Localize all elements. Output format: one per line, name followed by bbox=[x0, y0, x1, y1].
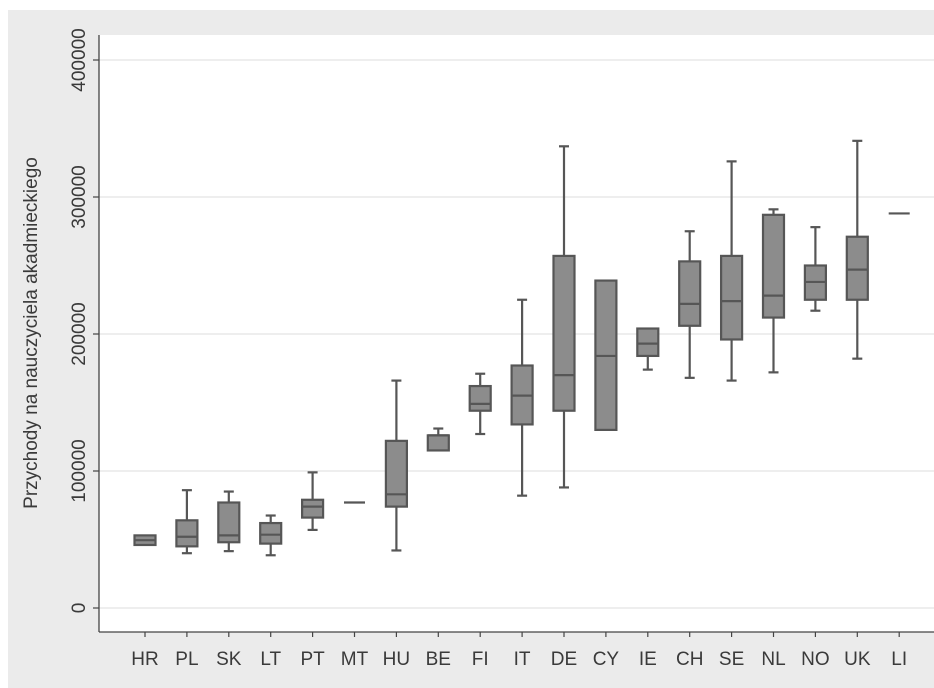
x-tick-label: NO bbox=[801, 649, 830, 670]
box-iqr bbox=[552, 254, 576, 412]
box-cy bbox=[594, 279, 618, 432]
box-sk bbox=[217, 490, 241, 553]
box-hu bbox=[384, 379, 408, 552]
y-axis-ticks: 0 100000 200000 300000 400000 bbox=[69, 28, 99, 613]
x-tick-label: NL bbox=[761, 649, 785, 670]
box-it bbox=[510, 298, 534, 497]
box-iqr bbox=[301, 498, 325, 519]
y-tick-label: 400000 bbox=[69, 28, 90, 91]
box-iqr bbox=[175, 519, 199, 548]
box-fi bbox=[468, 372, 492, 436]
x-tick-label: IE bbox=[639, 649, 657, 670]
box-uk bbox=[845, 139, 869, 360]
x-tick-label: FI bbox=[472, 649, 489, 670]
box-iqr bbox=[678, 260, 702, 327]
box-se bbox=[719, 160, 744, 382]
box-iqr bbox=[761, 213, 786, 319]
box-no bbox=[803, 226, 828, 312]
x-tick-label: UK bbox=[844, 649, 871, 670]
x-tick-label: MT bbox=[341, 649, 369, 670]
box-iqr bbox=[384, 439, 408, 508]
box-iqr bbox=[636, 327, 660, 358]
box-iqr bbox=[468, 384, 492, 412]
y-tick-label: 200000 bbox=[69, 302, 90, 365]
box-iqr bbox=[217, 501, 241, 544]
gridlines bbox=[99, 59, 934, 609]
x-tick-label: SE bbox=[719, 649, 744, 670]
box-ch bbox=[678, 230, 702, 379]
box-iqr bbox=[719, 254, 744, 341]
box-de bbox=[552, 145, 576, 489]
x-tick-label: IT bbox=[514, 649, 531, 670]
box-iqr bbox=[259, 521, 283, 545]
x-tick-label: CH bbox=[676, 649, 703, 670]
box-be bbox=[426, 427, 450, 452]
y-tick-label: 100000 bbox=[69, 439, 90, 502]
box-pt bbox=[301, 471, 325, 532]
x-tick-label: LT bbox=[260, 649, 281, 670]
box-plot-chart: 0 100000 200000 300000 400000 HR PL SK LT PT MT HU… bbox=[21, 28, 934, 670]
y-tick-label: 0 bbox=[69, 603, 90, 614]
chart-frame: 0 100000 200000 300000 400000 HR PL SK LT PT MT HU… bbox=[8, 10, 934, 688]
x-tick-label: CY bbox=[593, 649, 620, 670]
x-tick-label: PL bbox=[175, 649, 198, 670]
box-ie bbox=[636, 327, 660, 371]
box-hr bbox=[133, 534, 157, 547]
x-axis-labels: HR PL SK LT PT MT HU BE FI IT DE CY IE CH SE NL NO UK LI bbox=[131, 632, 907, 670]
y-tick-label: 300000 bbox=[69, 165, 90, 228]
box-iqr bbox=[426, 434, 450, 452]
box-lt bbox=[259, 514, 283, 557]
box-iqr bbox=[845, 235, 869, 301]
x-tick-label: SK bbox=[216, 649, 242, 670]
x-tick-label: HR bbox=[131, 649, 158, 670]
y-axis-title: Przychody na nauczyciela akadmieckiego bbox=[21, 157, 42, 509]
box-series bbox=[133, 139, 910, 557]
x-tick-label: HU bbox=[383, 649, 410, 670]
x-tick-label: BE bbox=[426, 649, 451, 670]
x-tick-label: DE bbox=[551, 649, 577, 670]
x-tick-label: LI bbox=[891, 649, 907, 670]
box-pl bbox=[175, 489, 199, 555]
x-tick-label: PT bbox=[300, 649, 325, 670]
box-nl bbox=[761, 208, 786, 374]
